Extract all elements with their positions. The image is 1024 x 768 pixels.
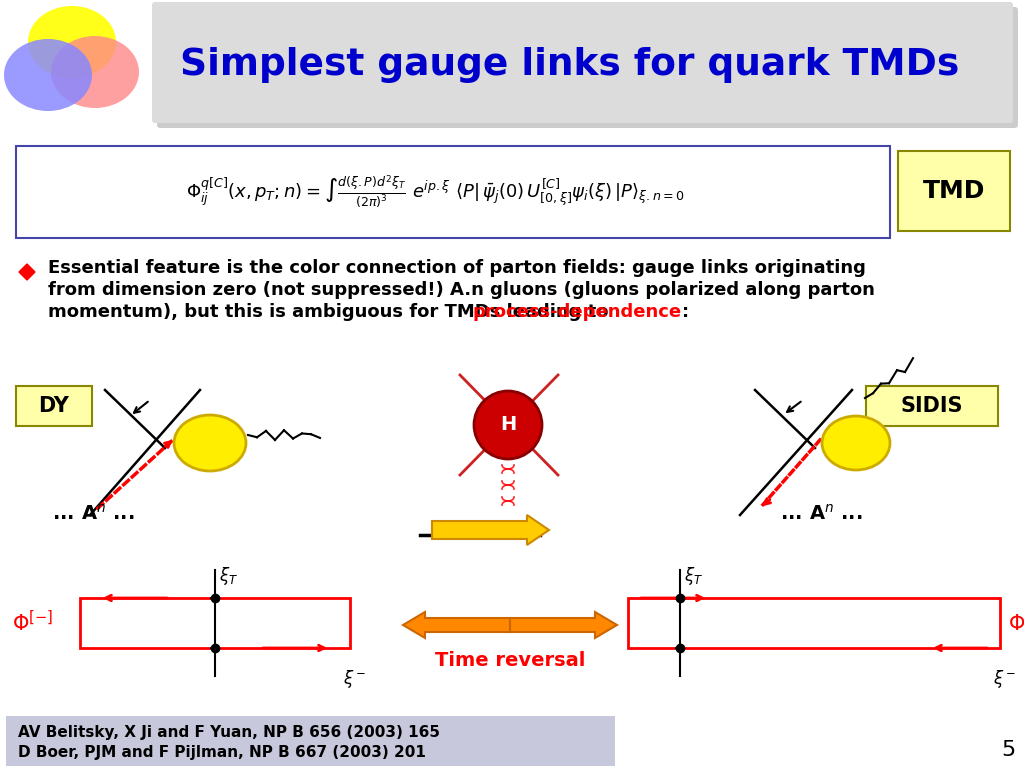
FancyBboxPatch shape <box>152 2 1013 123</box>
FancyBboxPatch shape <box>898 151 1010 231</box>
Text: Simplest gauge links for quark TMDs: Simplest gauge links for quark TMDs <box>180 47 959 83</box>
Text: :: : <box>682 303 689 321</box>
Text: $\Phi^{[+]}$: $\Phi^{[+]}$ <box>1008 611 1024 636</box>
Text: process-dependence: process-dependence <box>472 303 681 321</box>
Text: D Boer, PJM and F Pijlman, NP B 667 (2003) 201: D Boer, PJM and F Pijlman, NP B 667 (200… <box>18 746 426 760</box>
FancyBboxPatch shape <box>866 386 998 426</box>
Text: TMD: TMD <box>923 179 985 203</box>
Text: $\xi_T$: $\xi_T$ <box>219 565 239 587</box>
Text: SIDIS: SIDIS <box>901 396 964 416</box>
Text: ... A$^n$ ...: ... A$^n$ ... <box>52 504 134 524</box>
Ellipse shape <box>51 36 139 108</box>
Ellipse shape <box>28 6 116 78</box>
Ellipse shape <box>174 415 246 471</box>
Text: DY: DY <box>39 396 70 416</box>
Text: AV Belitsky, X Ji and F Yuan, NP B 656 (2003) 165: AV Belitsky, X Ji and F Yuan, NP B 656 (… <box>18 726 440 740</box>
Text: Essential feature is the color connection of parton fields: gauge links originat: Essential feature is the color connectio… <box>48 259 866 277</box>
Ellipse shape <box>822 416 890 470</box>
Text: $\Phi_{ij}^{q[C]}(x,p_T;n) = \int \frac{d(\xi.P)d^2\xi_T}{(2\pi)^3}\ e^{ip.\xi}\: $\Phi_{ij}^{q[C]}(x,p_T;n) = \int \frac{… <box>185 174 684 210</box>
Text: $\Phi^{[-]}$: $\Phi^{[-]}$ <box>12 611 53 636</box>
Text: from dimension zero (not suppressed!) A.n gluons (gluons polarized along parton: from dimension zero (not suppressed!) A.… <box>48 281 874 299</box>
Text: $\xi_T$: $\xi_T$ <box>684 565 703 587</box>
FancyBboxPatch shape <box>80 598 350 648</box>
FancyArrow shape <box>510 612 617 638</box>
Text: 5: 5 <box>1000 740 1015 760</box>
Polygon shape <box>19 264 35 280</box>
Ellipse shape <box>4 39 92 111</box>
Text: $\xi^-$: $\xi^-$ <box>993 668 1017 690</box>
FancyBboxPatch shape <box>6 716 615 766</box>
Text: Time reversal: Time reversal <box>435 650 585 670</box>
Text: ... A$^n$ ...: ... A$^n$ ... <box>780 504 862 524</box>
Text: momentum), but this is ambiguous for TMDs leading to: momentum), but this is ambiguous for TMD… <box>48 303 614 321</box>
FancyBboxPatch shape <box>16 146 890 238</box>
Ellipse shape <box>474 391 542 459</box>
FancyArrow shape <box>432 515 549 545</box>
FancyBboxPatch shape <box>157 7 1018 128</box>
Text: $\xi^-$: $\xi^-$ <box>343 668 367 690</box>
FancyArrow shape <box>403 612 510 638</box>
FancyBboxPatch shape <box>16 386 92 426</box>
Text: H: H <box>500 415 516 435</box>
FancyBboxPatch shape <box>628 598 1000 648</box>
